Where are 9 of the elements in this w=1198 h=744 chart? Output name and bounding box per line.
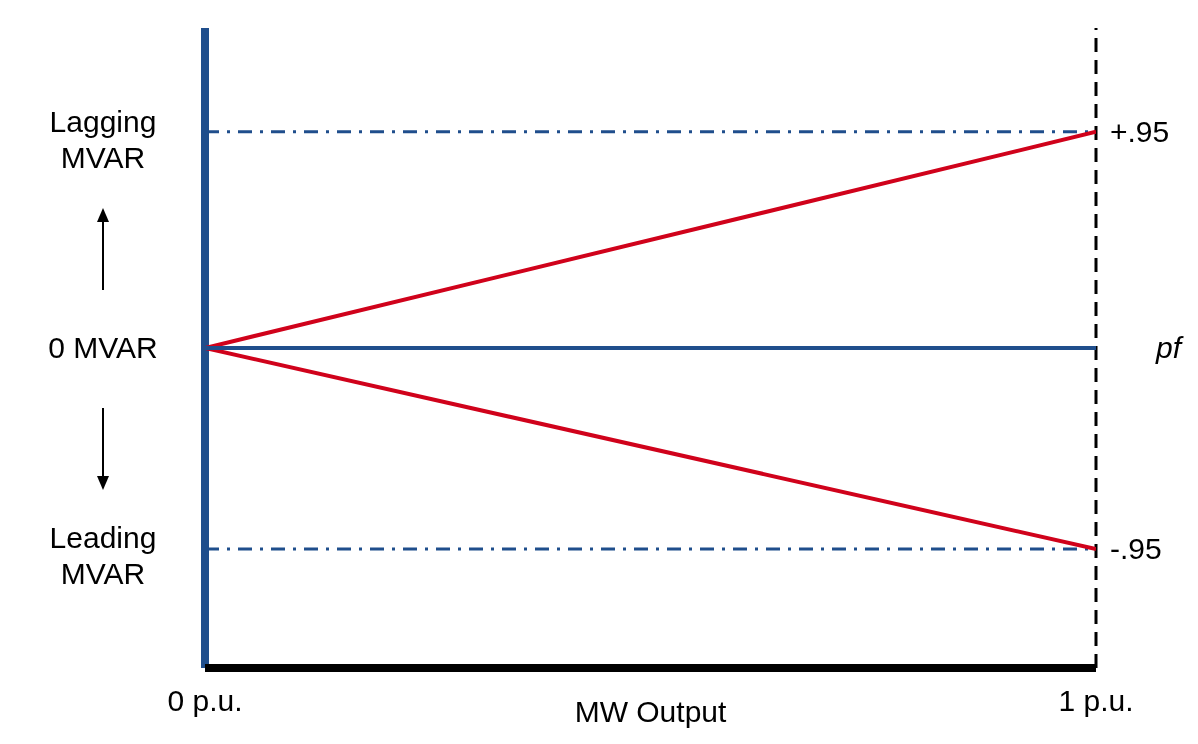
text: Lagging MVAR: [48, 104, 158, 177]
x-tick-label: 0 p.u.: [167, 684, 243, 718]
text: pf: [1155, 331, 1184, 364]
x-tick-label: 1 p.u.: [1058, 684, 1134, 718]
text: Leading MVAR: [48, 519, 158, 592]
text: 0 MVAR: [47, 330, 159, 366]
annotation: +.95: [1110, 114, 1170, 148]
annotation: -.95: [1110, 532, 1162, 566]
x-axis-title: MW Output: [574, 695, 728, 728]
